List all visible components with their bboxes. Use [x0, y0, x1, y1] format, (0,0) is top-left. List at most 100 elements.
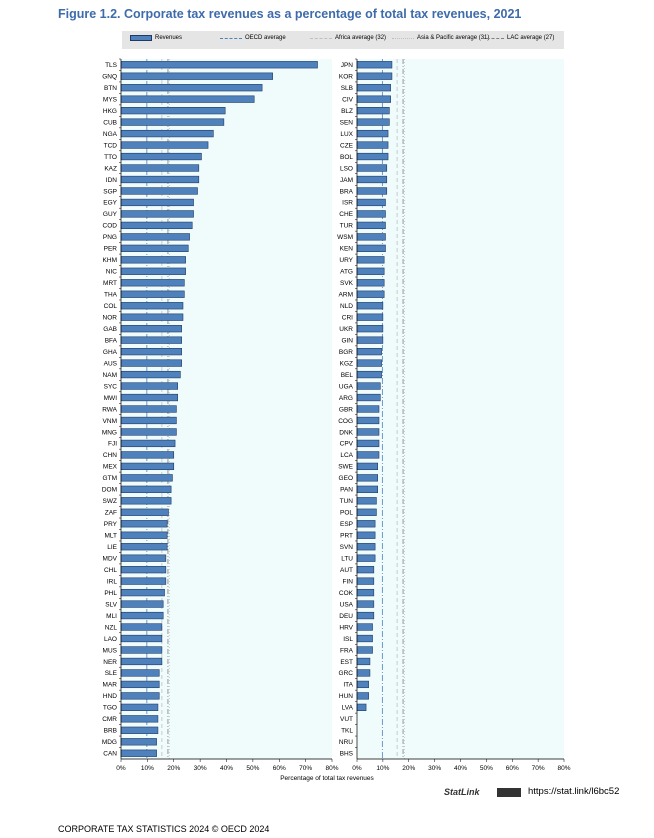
- bar-aut: [356, 566, 375, 574]
- bar-wsm: [356, 233, 386, 241]
- x-tick-label: 70%: [532, 765, 545, 772]
- category-label-aus: AUS: [104, 360, 118, 367]
- category-label-fji: FJI: [108, 441, 117, 448]
- bar-grc: [356, 669, 371, 677]
- category-label-ltu: LTU: [341, 555, 353, 562]
- bar-gab: [120, 325, 182, 333]
- category-label-mar: MAR: [103, 682, 118, 689]
- bar-ken: [356, 244, 386, 252]
- bar-swe: [356, 462, 379, 471]
- category-label-esp: ESP: [340, 521, 353, 528]
- bar-kor: [356, 72, 393, 80]
- bar-arm: [356, 290, 385, 298]
- category-label-che: CHE: [339, 211, 353, 218]
- category-label-gbr: GBR: [339, 406, 353, 413]
- category-label-phl: PHL: [104, 590, 117, 597]
- bar-cri: [356, 313, 384, 321]
- category-label-cpv: CPV: [340, 441, 354, 448]
- category-label-tcd: TCD: [104, 142, 118, 149]
- bar-vnm: [120, 416, 177, 425]
- bar-bel: [356, 370, 382, 379]
- bar-mwi: [120, 393, 179, 402]
- bar-sgp: [120, 187, 198, 195]
- bar-geo: [356, 474, 379, 482]
- legend-swatch-oecd: [220, 37, 242, 39]
- bar-rwa: [120, 405, 177, 413]
- x-tick-label: 40%: [220, 765, 233, 772]
- bar-png: [120, 233, 190, 241]
- category-label-arm: ARM: [339, 292, 353, 299]
- bar-nld: [356, 302, 384, 310]
- statlink-url-link[interactable]: https://stat.link/l6bc52: [528, 786, 620, 797]
- x-tick-label: 40%: [454, 765, 467, 772]
- category-label-mys: MYS: [103, 96, 118, 103]
- bar-ukr: [356, 325, 384, 333]
- chart-legend: Revenues OECD average Africa average (32…: [122, 31, 564, 49]
- category-label-gab: GAB: [103, 326, 117, 333]
- bar-est: [356, 657, 371, 666]
- x-tick-label: 70%: [299, 765, 312, 772]
- bar-slv: [120, 600, 164, 608]
- bar-zaf: [120, 508, 169, 516]
- category-label-sgp: SGP: [103, 188, 117, 195]
- category-label-blz: BLZ: [341, 108, 353, 115]
- category-label-jpn: JPN: [341, 62, 354, 69]
- bar-mdg: [120, 738, 157, 746]
- legend-label-asia: Asia & Pacific average (31): [417, 35, 490, 41]
- category-label-brb: BRB: [104, 728, 117, 735]
- category-label-fin: FIN: [343, 578, 354, 585]
- category-label-bhs: BHS: [340, 751, 354, 758]
- category-label-isr: ISR: [342, 200, 353, 207]
- legend-label-oecd: OECD average: [245, 35, 286, 41]
- category-label-ury: URY: [339, 257, 353, 264]
- legend-label-revenues: Revenues: [155, 35, 183, 41]
- bar-cmr: [120, 715, 159, 723]
- bar-lca: [356, 451, 380, 459]
- bar-sen: [356, 118, 390, 126]
- bar-cpv: [356, 439, 380, 448]
- bar-per: [120, 244, 189, 252]
- bar-mar: [120, 680, 160, 689]
- category-label-nru: NRU: [339, 739, 353, 746]
- bar-gha: [120, 347, 182, 356]
- bar-slb: [356, 84, 391, 92]
- category-label-ita: ITA: [343, 682, 353, 689]
- category-label-arg: ARG: [339, 395, 353, 402]
- category-label-cri: CRI: [342, 314, 353, 321]
- x-axis-label: Percentage of total tax revenues: [280, 775, 374, 782]
- legend-label-africa: Africa average (32): [335, 35, 387, 41]
- category-label-gnq: GNQ: [102, 74, 117, 81]
- category-label-hkg: HKG: [103, 108, 117, 115]
- bar-usa: [356, 600, 375, 608]
- bar-aus: [120, 359, 182, 367]
- category-label-usa: USA: [340, 601, 354, 608]
- bar-mdv: [120, 554, 167, 562]
- category-label-cze: CZE: [340, 142, 354, 149]
- legend-item-oecd: OECD average: [220, 35, 286, 41]
- chart-title: Figure 1.2. Corporate tax revenues as a …: [58, 7, 522, 21]
- bar-kgz: [356, 359, 382, 367]
- bar-sle: [120, 669, 160, 677]
- x-tick-label: 30%: [194, 765, 207, 772]
- category-label-ken: KEN: [340, 246, 354, 253]
- category-label-chl: CHL: [104, 567, 117, 574]
- page-footer: CORPORATE TAX STATISTICS 2024 © OECD 202…: [58, 824, 270, 834]
- category-label-swz: SWZ: [103, 498, 117, 505]
- bar-egy: [120, 198, 194, 207]
- category-label-tur: TUR: [340, 223, 354, 230]
- legend-swatch-asia: [392, 37, 414, 39]
- category-label-mex: MEX: [103, 464, 118, 471]
- bar-irl: [120, 577, 167, 585]
- category-label-cub: CUB: [103, 119, 117, 126]
- bar-bfa: [120, 336, 182, 344]
- statlink-label: StatLink: [444, 787, 480, 797]
- bar-mli: [120, 611, 164, 620]
- category-label-kaz: KAZ: [104, 165, 117, 172]
- category-label-ukr: UKR: [339, 326, 353, 333]
- bar-isl: [356, 634, 373, 643]
- category-label-mng: MNG: [102, 429, 117, 436]
- bar-kaz: [120, 164, 200, 172]
- bar-mex: [120, 462, 175, 471]
- bar-pol: [356, 508, 377, 516]
